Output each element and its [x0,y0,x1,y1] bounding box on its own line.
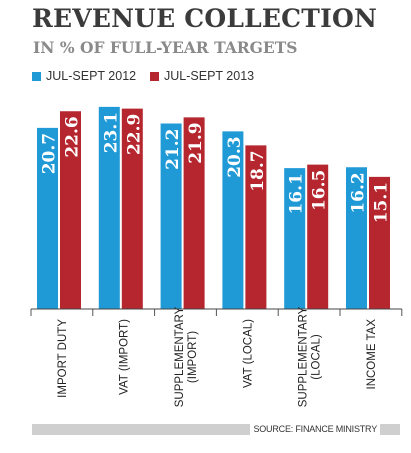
bar-2012 [222,131,244,309]
source-bar: SOURCE: FINANCE MINISTRY [32,423,400,436]
category-label: (LOCAL) [311,334,323,380]
bar-2012 [160,123,182,309]
category-label: SUPPLEMENTARY [298,306,310,407]
category-label: IMPORT DUTY [57,319,69,398]
legend-swatch-2012 [32,71,41,81]
category-label: (IMPORT) [187,331,199,383]
bar-2013 [369,176,390,309]
category-label: VAT (IMPORT) [119,319,131,395]
data-label: 22.9 [124,114,144,155]
legend-item-2013: JUL-SEPT 2013 [150,68,254,84]
legend-label-2012: JUL-SEPT 2012 [46,69,137,83]
bar-2012 [346,167,367,309]
legend-swatch-2013 [150,71,159,81]
bar-2012 [98,106,120,309]
category-label: VAT (LOCAL) [242,319,254,388]
bar-2013 [121,108,143,309]
data-label: 20.3 [225,136,245,177]
bar-chart: 20.7 22.6 IMPORT DUTY 23.1 22.9 VAT (IMPORT) 2… [30,106,403,407]
bar-2013 [60,111,81,309]
category-label: INCOME TAX [366,319,378,390]
data-label: 21.2 [163,129,183,170]
data-label: 15.1 [372,182,392,223]
bar-2012 [37,127,58,309]
bar-2013 [307,164,329,309]
legend-label-2013: JUL-SEPT 2013 [164,69,255,83]
data-label: 20.7 [40,133,60,174]
bar-2012 [284,168,306,309]
legend-item-2012: JUL-SEPT 2012 [32,68,136,84]
bar-2013 [183,117,205,309]
bar-2013 [245,145,267,309]
data-label: 16.1 [287,173,307,214]
data-label: 23.1 [101,112,121,153]
chart-title: REVENUE COLLECTION [32,4,378,33]
category-label: SUPPLEMENTARY [174,306,186,407]
data-label: 21.9 [186,122,206,163]
data-label: 16.5 [310,170,330,211]
data-label: 18.7 [248,150,268,191]
chart-subtitle: IN % OF FULL-YEAR TARGETS [33,38,298,57]
data-label: 22.6 [63,116,83,157]
source-text: SOURCE: FINANCE MINISTRY [250,423,380,436]
data-label: 16.2 [349,172,369,213]
